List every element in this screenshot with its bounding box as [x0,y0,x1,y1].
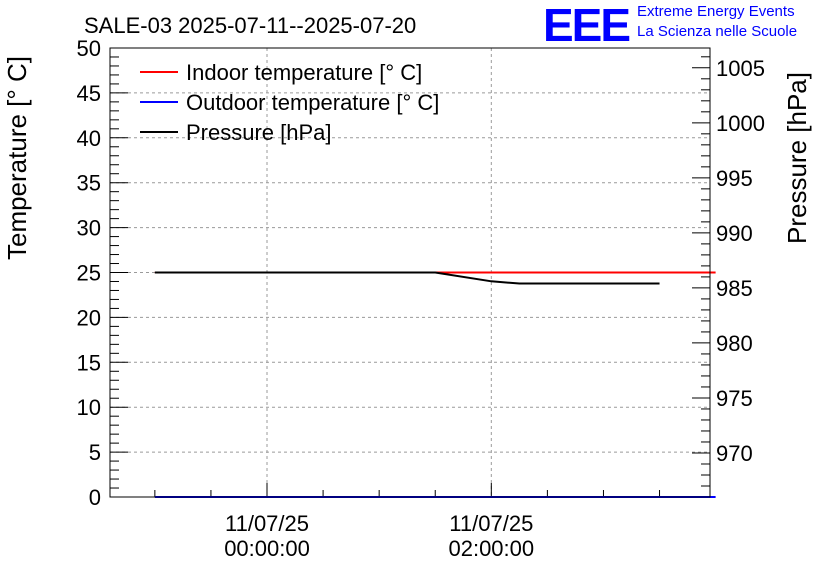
x-tick-label-time: 00:00:00 [224,536,310,561]
series-line-2 [154,271,660,285]
y-tick-label: 30 [77,216,101,241]
y-tick-label: 50 [77,36,101,61]
axis-ticks: 0 5 10 15 20 25 30 35 40 45 50 970 975 980 985 990 995 10… [77,36,765,561]
series [154,271,716,498]
x-tick-label-date: 11/07/25 [449,511,533,536]
legend-label-0: Indoor temperature [° C] [186,60,422,85]
y2-tick-label: 985 [716,276,753,301]
y2-tick-label: 995 [716,166,753,191]
y2-tick-label: 1000 [716,111,765,136]
y-tick-label: 0 [89,485,101,510]
y2-tick-label: 970 [716,441,753,466]
y2-tick-label: 1005 [716,56,765,81]
y2-axis-label: Pressure [hPa] [782,72,812,244]
y-axis-label: Temperature [° C] [2,56,32,260]
x-tick-label-date: 11/07/25 [225,511,309,536]
legend-label-2: Pressure [hPa] [186,120,332,145]
y2-tick-label: 990 [716,221,753,246]
y-tick-label: 10 [77,395,101,420]
y-tick-label: 15 [77,350,101,375]
plot-frame [109,47,711,498]
y2-tick-label: 975 [716,386,753,411]
y-tick-label: 40 [77,126,101,151]
logo-subtitle-2: La Scienza nelle Scuole [637,23,798,40]
y-tick-label: 20 [77,305,101,330]
y-tick-label: 45 [77,81,101,106]
logo-subtitle-1: Extreme Energy Events [637,3,795,20]
chart-title: SALE-03 2025-07-11--2025-07-20 [84,13,416,38]
y2-tick-label: 980 [716,331,753,356]
legend: Indoor temperature [° C] Outdoor temperat… [140,60,439,145]
legend-label-1: Outdoor temperature [° C] [186,90,439,115]
eee-logo: EEE [543,0,631,51]
y-tick-label: 25 [77,261,101,286]
y-tick-label: 35 [77,171,101,196]
x-tick-label-time: 02:00:00 [448,536,534,561]
y-tick-label: 5 [89,440,101,465]
